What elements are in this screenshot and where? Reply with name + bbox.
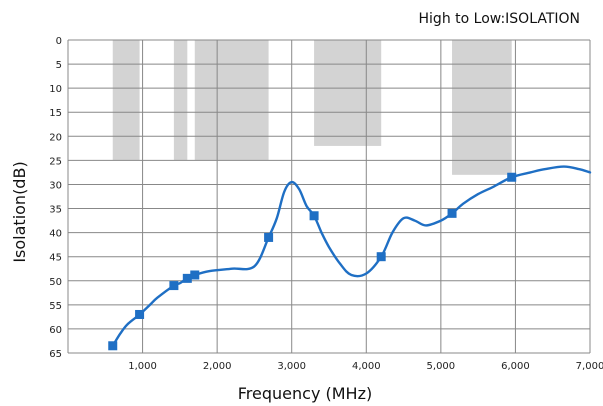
y-tick-label: 55 <box>49 301 62 312</box>
y-tick-label: 10 <box>49 84 62 95</box>
y-tick-label: 35 <box>49 205 62 216</box>
y-tick-labels: 0 5 10 15 20 25 30 35 40 45 50 55 60 65 <box>49 36 62 360</box>
x-tick-labels: 1,000 2,000 3,000 4,000 5,000 6,000 7,000 <box>128 361 603 372</box>
y-tick-label: 65 <box>49 349 62 360</box>
spec-band-4 <box>314 40 382 146</box>
spec-band-1 <box>112 40 140 161</box>
y-tick-label: 40 <box>49 229 62 240</box>
spec-band-3 <box>194 40 269 161</box>
data-point-marker <box>309 211 319 221</box>
data-point-marker <box>135 309 145 319</box>
y-axis-title: Isolation(dB) <box>10 161 29 262</box>
data-point-marker <box>190 270 200 280</box>
y-tick-label: 50 <box>49 277 62 288</box>
data-point-marker <box>264 232 274 242</box>
x-tick-label: 7,000 <box>576 361 603 372</box>
data-point-marker <box>182 273 192 283</box>
y-tick-label: 30 <box>49 180 62 191</box>
x-tick-label: 5,000 <box>427 361 456 372</box>
y-tick-label: 60 <box>49 325 62 336</box>
x-tick-label: 3,000 <box>277 361 306 372</box>
y-tick-label: 45 <box>49 253 62 264</box>
x-tick-label: 6,000 <box>501 361 530 372</box>
grid <box>67 39 591 354</box>
x-tick-label: 1,000 <box>128 361 157 372</box>
y-tick-label: 0 <box>56 36 62 47</box>
data-point-marker <box>447 208 457 218</box>
data-point-marker <box>108 341 118 351</box>
x-axis-title: Frequency (MHz) <box>238 384 372 403</box>
data-point-marker <box>376 252 386 262</box>
data-point-marker <box>169 281 179 291</box>
chart-title: High to Low:ISOLATION <box>419 11 580 27</box>
y-tick-label: 20 <box>49 132 62 143</box>
x-tick-label: 2,000 <box>203 361 232 372</box>
y-tick-label: 5 <box>56 60 62 71</box>
x-tick-label: 4,000 <box>352 361 381 372</box>
spec-bands <box>112 40 512 175</box>
data-point-marker <box>507 172 517 182</box>
spec-band-5 <box>452 40 512 175</box>
y-tick-label: 25 <box>49 156 62 167</box>
y-tick-label: 15 <box>49 108 62 119</box>
spec-band-2 <box>173 40 188 161</box>
data-markers <box>108 172 517 351</box>
